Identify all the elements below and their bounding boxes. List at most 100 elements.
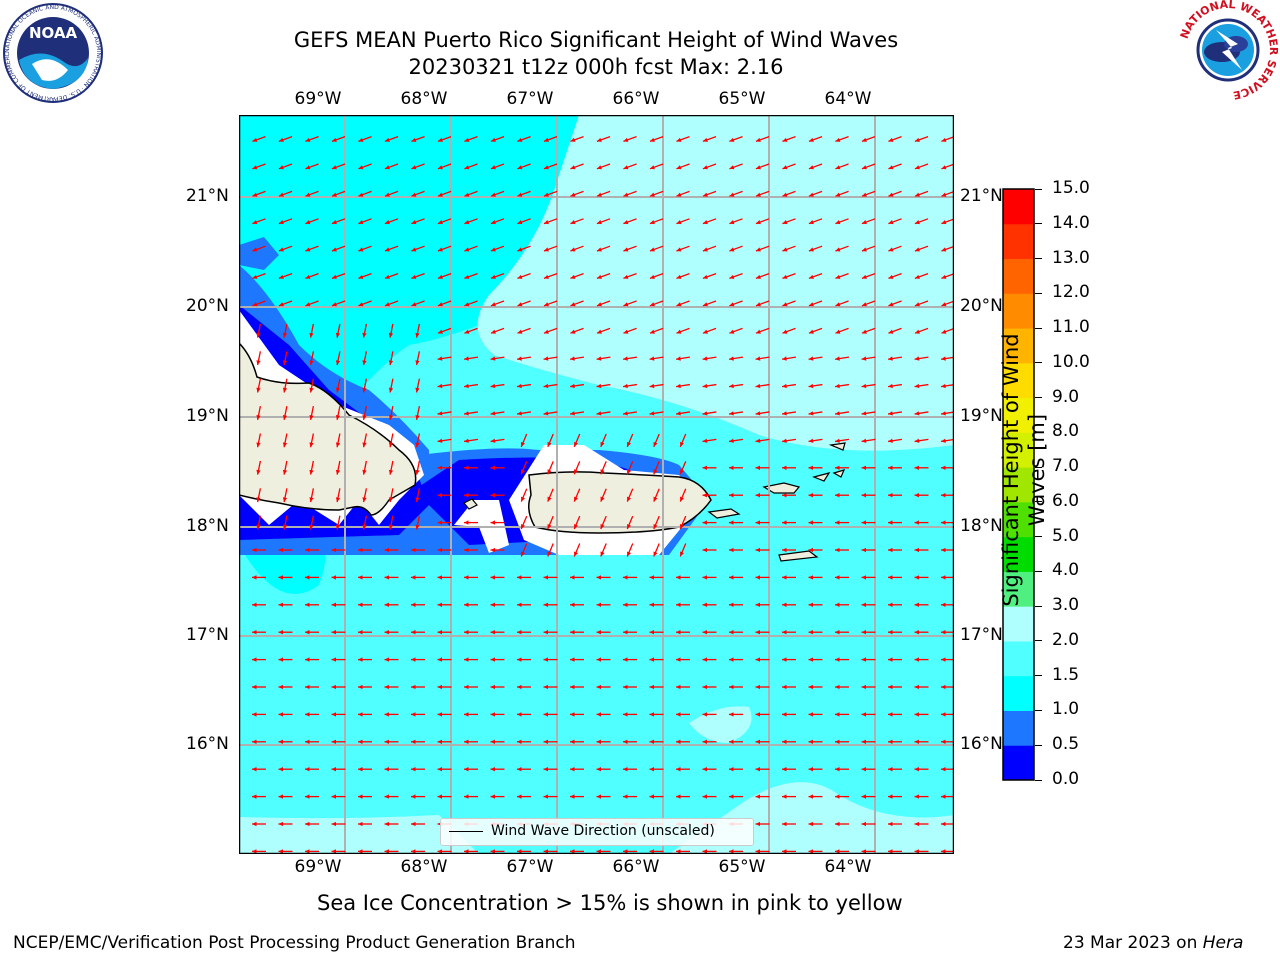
wind-wave-arrow-head [464, 493, 469, 498]
colorbar-tick-label: 11.0 [1052, 317, 1090, 338]
wind-wave-arrow-head [278, 684, 284, 690]
wind-wave-arrow-head [941, 356, 946, 361]
wind-wave-arrow-head [729, 575, 734, 580]
wind-wave-arrow-head [490, 137, 496, 142]
wind-wave-arrow-head [914, 493, 920, 498]
wind-wave-arrow-head [600, 469, 605, 475]
wind-wave-arrow-head [490, 220, 496, 225]
wind-wave-arrow-head [835, 821, 840, 827]
wind-wave-arrow-head [623, 165, 629, 170]
wind-wave-arrow-head [464, 383, 469, 389]
footer-date: 23 Mar 2023 on [1063, 933, 1203, 953]
wind-wave-arrow-head [517, 849, 522, 854]
wind-wave-arrow-head [570, 712, 575, 717]
wind-wave-arrow-head [437, 302, 443, 307]
wind-wave-arrow-head [680, 496, 685, 502]
wind-wave-arrow-head [623, 383, 628, 389]
wind-wave-arrow-head [358, 602, 363, 607]
wind-wave-arrow-head [437, 438, 443, 443]
wind-wave-arrow-head [861, 438, 867, 443]
wind-wave-arrow-head [861, 192, 867, 197]
land-st-croix [778, 550, 819, 562]
wind-wave-arrow-head [547, 496, 552, 502]
wind-wave-arrow-head [914, 137, 920, 142]
wind-wave-arrow-head [384, 220, 390, 225]
wind-wave-arrow-head [782, 684, 787, 690]
wind-wave-arrow-head [627, 551, 632, 557]
wind-wave-arrow-head [623, 602, 628, 607]
colorbar-swatch [1003, 328, 1034, 364]
wind-wave-arrow-head [649, 274, 655, 279]
colorbar-swatch [1003, 640, 1034, 677]
wind-wave-arrow-head [653, 441, 658, 447]
wind-wave-arrow-head [782, 137, 788, 142]
wind-wave-arrow-head [835, 684, 840, 690]
wind-wave-arrow-head [596, 329, 602, 334]
wind-wave-arrow-head [835, 630, 840, 635]
wind-wave-arrow-head [782, 493, 787, 498]
wind-wave-arrow-head [464, 630, 469, 635]
wind-wave-arrow-head [649, 411, 655, 416]
wind-wave-arrow-head [755, 575, 761, 580]
wind-wave-arrow-head [676, 220, 682, 225]
wind-wave-arrow-head [305, 684, 310, 690]
wind-wave-arrow-head [358, 274, 364, 279]
wind-wave-arrow-head [808, 767, 814, 772]
wind-wave-arrow-head [574, 441, 579, 447]
wind-wave-arrow-head [331, 712, 337, 717]
lon-label-top-64w: 64°W [824, 89, 872, 109]
wind-wave-arrow-head [729, 493, 734, 498]
wind-wave-arrow-head [623, 794, 628, 799]
wind-wave-arrow-head [835, 220, 841, 225]
wind-wave-arrow-head [702, 383, 708, 389]
wind-wave-arrow-head [600, 551, 605, 557]
wind-wave-arrow-head [570, 657, 575, 662]
wind-wave-arrow-head [517, 411, 522, 416]
wind-wave-arrow-head [437, 192, 443, 197]
colorbar-tick-mark [1035, 397, 1042, 399]
colorbar-swatch [1003, 536, 1034, 572]
wind-wave-arrow-head [490, 383, 496, 389]
wind-wave-arrow-head [914, 438, 920, 443]
wind-wave-arrow-head [256, 442, 261, 448]
footer-right: 23 Mar 2023 on Hera [1063, 933, 1243, 953]
footer-left: NCEP/EMC/Verification Post Processing Pr… [13, 933, 576, 953]
wind-wave-arrow-head [835, 547, 840, 553]
lat-label-left-21n: 21°N [186, 186, 229, 206]
wind-wave-arrow-head [755, 302, 761, 307]
wind-wave-arrow-head [570, 739, 575, 744]
wind-wave-arrow-head [729, 465, 734, 470]
wind-wave-arrow-head [415, 524, 420, 530]
wind-wave-arrow-head [676, 602, 681, 607]
wind-wave-arrow-head [888, 630, 893, 635]
wind-wave-arrow-head [543, 767, 549, 772]
wind-wave-arrow-head [861, 657, 867, 662]
wind-wave-arrow-head [755, 493, 761, 498]
wind-wave-arrow-head [547, 524, 552, 530]
wind-wave-arrow-head [596, 274, 602, 279]
wind-wave-arrow-head [282, 387, 288, 393]
wind-wave-arrow-head [808, 329, 814, 334]
wind-wave-arrow-head [256, 497, 261, 503]
wind-wave-arrow-head [384, 575, 390, 580]
wind-wave-arrow-head [755, 630, 761, 635]
wind-wave-arrow-head [782, 220, 788, 225]
colorbar-tick-mark [1035, 327, 1042, 329]
wind-wave-arrow-head [649, 192, 655, 197]
wind-wave-arrow-head [490, 767, 496, 772]
legend-line-swatch [449, 831, 483, 832]
wind-wave-arrow-head [388, 469, 394, 475]
wind-wave-arrow-head [384, 849, 390, 854]
wind-wave-arrow-head [808, 739, 814, 744]
wind-wave-arrow-head [861, 849, 867, 854]
wind-wave-arrow-head [278, 821, 284, 827]
wave-band-2p0-3p0-spot [689, 706, 752, 743]
wind-wave-arrow-head [521, 469, 526, 475]
wind-wave-arrow-head [490, 247, 496, 252]
wind-wave-arrow-head [437, 411, 443, 416]
wind-wave-arrow-head [888, 220, 894, 225]
wind-wave-arrow-head [596, 165, 602, 170]
wind-wave-arrow-head [252, 220, 258, 225]
wind-wave-arrow-head [437, 465, 443, 470]
wind-wave-arrow-head [411, 849, 416, 854]
